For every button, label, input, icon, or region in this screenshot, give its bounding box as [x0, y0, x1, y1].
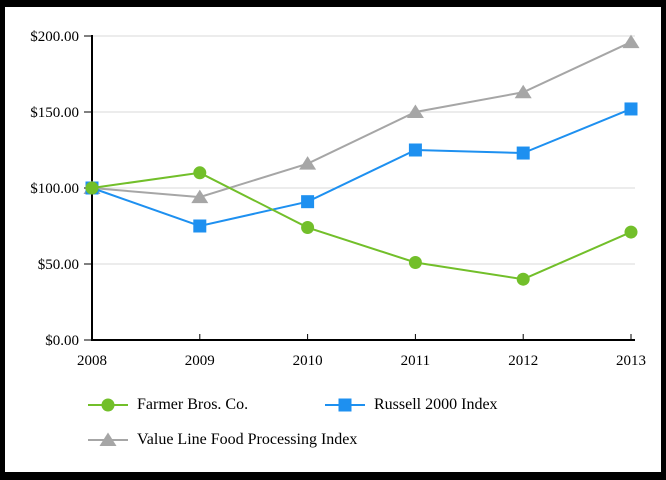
y-axis-label: $50.00 [38, 257, 79, 273]
data-point-series-0 [85, 181, 99, 195]
legend-marker-triangle-icon [88, 432, 128, 446]
data-point-series-1 [193, 219, 207, 233]
legend-triangle-glyph [99, 432, 117, 446]
x-axis-label: 2011 [401, 353, 430, 369]
data-point-series-2 [191, 189, 209, 204]
data-point-series-2 [622, 34, 640, 49]
y-axis-label: $0.00 [45, 333, 79, 349]
y-axis-label: $100.00 [30, 181, 79, 197]
x-axis-label: 2013 [616, 353, 646, 369]
legend-label-value-line: Value Line Food Processing Index [137, 431, 358, 448]
legend-label-farmer-bros: Farmer Bros. Co. [137, 396, 249, 413]
series-line-2 [91, 41, 632, 199]
legend-marker-square-icon [325, 398, 365, 412]
y-axis-label: $150.00 [30, 105, 79, 121]
legend-item-russell-2000: Russell 2000 Index [325, 396, 498, 414]
data-point-series-2 [299, 156, 317, 170]
data-point-series-2 [514, 84, 532, 99]
x-axis-label: 2012 [508, 353, 538, 369]
legend-label-russell-2000: Russell 2000 Index [374, 396, 498, 413]
data-point-series-1 [301, 195, 315, 209]
series-line-1 [91, 108, 632, 228]
legend-marker-circle-icon [88, 398, 128, 412]
x-axis-label: 2010 [293, 353, 323, 369]
data-point-series-1 [408, 143, 422, 157]
data-point-series-0 [193, 166, 207, 180]
legend-item-value-line: Value Line Food Processing Index [88, 431, 357, 449]
x-axis-label: 2009 [185, 353, 215, 369]
data-point-series-0 [301, 221, 315, 235]
x-axis-label: 2008 [77, 353, 107, 369]
legend-square-glyph [338, 398, 352, 412]
data-point-series-0 [408, 255, 422, 269]
legend-circle-glyph [101, 398, 115, 412]
data-point-series-0 [624, 225, 638, 239]
legend-item-farmer-bros: Farmer Bros. Co. [88, 396, 248, 414]
data-point-series-2 [406, 104, 424, 118]
data-point-series-0 [516, 272, 530, 286]
data-point-series-1 [624, 102, 638, 116]
series-line-0 [91, 171, 632, 281]
data-point-series-1 [516, 146, 530, 160]
y-axis-label: $200.00 [30, 29, 79, 45]
